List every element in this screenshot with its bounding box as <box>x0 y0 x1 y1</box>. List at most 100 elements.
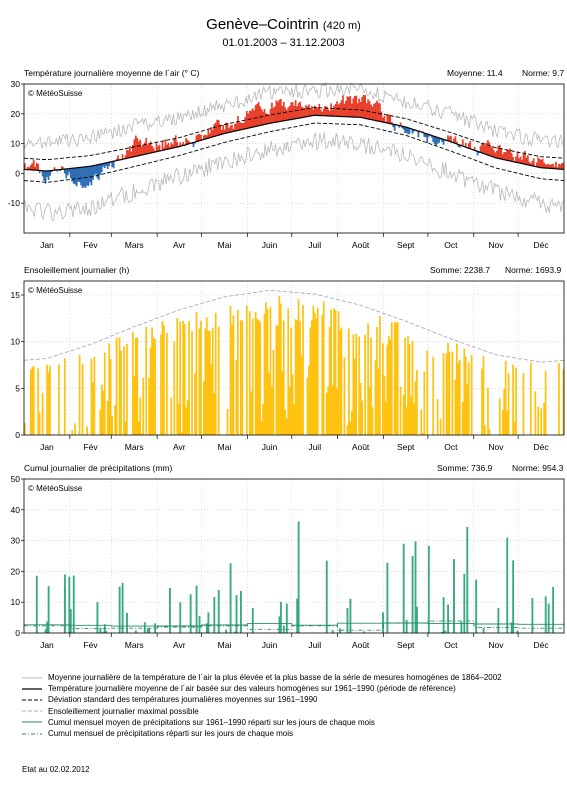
sun-daily-bar <box>195 312 198 435</box>
precip-ytick-label: 30 <box>11 536 21 546</box>
temp-anomaly-bar <box>174 135 177 148</box>
sun-daily-bar <box>395 322 398 435</box>
sun-daily-bar <box>407 336 409 435</box>
temp-anomaly-bar <box>299 101 301 119</box>
precip-month-label: Juin <box>262 640 278 650</box>
precip-ytick-label: 50 <box>11 474 21 484</box>
sun-daily-bar <box>92 382 94 435</box>
sun-daily-bar <box>136 337 139 435</box>
sun-daily-bar <box>456 343 458 435</box>
sun-daily-bar <box>371 406 374 435</box>
precip-daily-bar <box>297 521 300 633</box>
temp-record-high-line <box>23 81 563 150</box>
sun-daily-bar <box>133 376 136 435</box>
legend-item-extremes: Moyenne journalière de la température de… <box>22 672 502 683</box>
sun-daily-bar <box>211 327 214 435</box>
temp-anomaly-bar <box>509 148 511 161</box>
sun-daily-bar <box>198 328 201 435</box>
precip-daily-bar <box>411 556 414 633</box>
sun-max-possible-line <box>23 289 565 363</box>
temp-anomaly-bar <box>109 162 112 163</box>
precip-daily-bar <box>68 576 71 633</box>
temp-anomaly-bar <box>204 134 207 140</box>
precip-month-label: Déc <box>534 640 550 650</box>
temp-anomaly-bar <box>279 98 282 122</box>
temp-anomaly-bar <box>374 102 377 121</box>
sun-daily-bar <box>461 401 464 435</box>
sun-daily-bar <box>324 433 327 435</box>
precip-daily-bar <box>416 606 418 633</box>
temp-anomaly-bar <box>383 115 386 123</box>
temp-anomaly-bar <box>266 113 269 125</box>
sun-daily-bar <box>180 432 183 435</box>
sun-daily-bar <box>355 333 358 435</box>
temp-anomaly-bar <box>152 148 155 153</box>
temp-anomaly-bar <box>62 167 65 170</box>
sun-daily-bar <box>291 374 294 435</box>
temp-anomaly-bar <box>342 95 344 117</box>
temp-std-lower-line <box>23 122 565 183</box>
sun-daily-bar <box>504 360 507 435</box>
sun-daily-bar <box>149 347 152 435</box>
legend-item-precip-observed: Cumul mensuel de précipitations réparti … <box>22 728 502 739</box>
sun-daily-bar <box>111 415 114 435</box>
temp-anomaly-bar <box>503 152 506 160</box>
precip-observed-monthly-line <box>24 620 564 631</box>
sun-daily-bar <box>463 348 466 435</box>
sun-daily-bar <box>124 421 127 435</box>
sun-daily-bar <box>512 364 514 435</box>
sun-daily-bar <box>300 356 303 435</box>
temp-anomaly-bar <box>528 161 531 166</box>
precip-daily-bar <box>126 612 128 633</box>
temp-anomaly-bar <box>132 144 134 158</box>
temp-anomaly-bar <box>419 130 421 132</box>
legend-swatch-std <box>22 699 42 701</box>
sun-daily-bar <box>387 335 390 435</box>
sun-daily-bar <box>78 354 81 435</box>
precip-month-label: Nov <box>488 640 504 650</box>
sun-daily-bar <box>31 367 34 435</box>
sun-daily-bar <box>325 392 328 435</box>
temp-anomaly-bar <box>421 131 424 133</box>
sun-daily-bar <box>217 326 220 435</box>
precip-daily-bar <box>405 619 408 633</box>
sun-month-label: Déc <box>534 442 550 452</box>
temp-anomaly-bar <box>134 135 137 157</box>
temp-anomaly-bar <box>321 111 324 116</box>
temp-month-label: Sept <box>397 240 415 250</box>
temp-month-label: Mai <box>218 240 232 250</box>
sun-daily-bar <box>384 401 387 435</box>
sun-daily-bar <box>361 400 364 435</box>
sun-daily-bar <box>404 337 406 435</box>
precip-daily-bar <box>402 543 405 633</box>
temp-anomaly-bar <box>256 103 259 127</box>
precip-daily-bar <box>96 602 99 633</box>
temp-anomaly-bar <box>497 145 500 159</box>
precip-daily-bar <box>349 598 352 633</box>
temp-anomaly-bar <box>426 133 429 144</box>
sun-daily-bar <box>312 305 315 435</box>
temp-anomaly-bar <box>309 108 312 117</box>
temp-anomaly-bar <box>390 121 393 124</box>
sun-daily-bar <box>445 353 448 435</box>
sun-daily-bar <box>364 334 367 435</box>
sun-daily-bar <box>534 391 537 435</box>
sun-daily-bar <box>308 365 310 435</box>
temp-anomaly-bar <box>558 163 560 169</box>
sun-daily-bar <box>466 384 469 435</box>
legend-item-daylength: Ensoleillement journalier maximal possib… <box>22 706 502 717</box>
precip-daily-bar <box>427 545 430 633</box>
sun-daily-bar <box>254 311 257 435</box>
temp-anomaly-bar <box>495 150 498 158</box>
sun-daily-bar <box>411 340 414 435</box>
temp-anomaly-bar <box>405 126 408 133</box>
temp-anomaly-bar <box>228 127 230 133</box>
temp-anomaly-bar <box>328 111 331 116</box>
temp-anomaly-bar <box>115 158 118 161</box>
temp-anomaly-bar <box>333 105 335 117</box>
temp-anomaly-bar <box>24 163 26 170</box>
temp-anomaly-bar <box>173 138 176 148</box>
temp-anomaly-bar <box>126 149 128 159</box>
temp-anomaly-bar <box>195 135 198 142</box>
temp-anomaly-bar <box>432 135 435 143</box>
